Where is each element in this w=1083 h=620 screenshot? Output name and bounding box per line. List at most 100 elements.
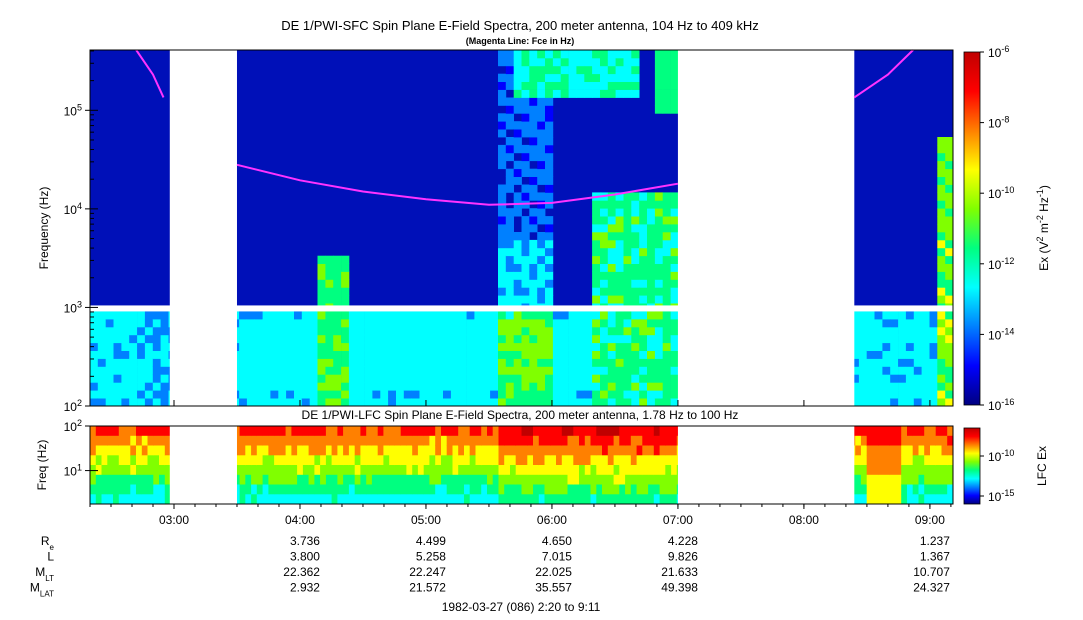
sfc-spectrogram-cell xyxy=(521,342,530,351)
lfc-spectrogram-cell xyxy=(538,426,545,437)
sfc-spectrogram-cell xyxy=(144,374,154,383)
lfc-spectrogram-cell xyxy=(354,474,361,485)
lfc-spectrogram-cell xyxy=(343,435,350,446)
sfc-spectrogram-cell xyxy=(435,326,444,336)
lfc-spectrogram-cell xyxy=(412,494,419,505)
lfc-spectrogram-cell xyxy=(101,484,108,495)
sfc-spectrogram-cell xyxy=(576,311,585,320)
sfc-spectrogram-cell xyxy=(270,398,279,407)
sfc-spectrogram-cell xyxy=(615,50,624,59)
lfc-spectrogram-cell xyxy=(619,474,626,485)
sfc-spectrogram-cell xyxy=(662,374,671,383)
sfc-spectrogram-cell xyxy=(607,287,616,296)
sfc-spectrogram-cell xyxy=(890,319,899,328)
lfc-spectrogram-cell xyxy=(636,426,643,437)
sfc-spectrogram-cell xyxy=(851,342,860,351)
sfc-spectrogram-cell xyxy=(623,279,632,288)
lfc-spectrogram-cell xyxy=(124,455,131,466)
sfc-spectrogram-cell xyxy=(403,390,412,399)
lfc-spectrogram-cell xyxy=(642,494,649,505)
lfc-spectrogram-cell xyxy=(941,494,948,505)
lfc-spectrogram-cell xyxy=(297,455,304,466)
sfc-spectrogram-cell xyxy=(670,105,679,114)
sfc-spectrogram-cell xyxy=(325,311,334,320)
sfc-spectrogram-cell xyxy=(545,73,554,82)
sfc-spectrogram-cell xyxy=(160,334,169,344)
lfc-spectrogram-cell xyxy=(394,494,402,505)
sfc-spectrogram-cell xyxy=(607,239,616,249)
sfc-spectrogram-cell xyxy=(937,184,946,193)
lfc-spectrogram-cell xyxy=(924,474,931,485)
sfc-spectrogram-cell xyxy=(270,342,279,351)
sfc-spectrogram-cell xyxy=(592,350,601,359)
sfc-spectrogram-cell xyxy=(474,311,483,320)
lfc-spectrogram-cell xyxy=(256,445,263,456)
sfc-spectrogram-cell xyxy=(537,295,546,304)
sfc-spectrogram-cell xyxy=(490,382,499,391)
sfc-spectrogram-cell xyxy=(654,271,664,280)
sfc-spectrogram-cell xyxy=(670,366,679,375)
sfc-spectrogram-cell xyxy=(945,311,954,320)
sfc-spectrogram-cell xyxy=(615,279,624,288)
sfc-spectrogram-cell xyxy=(97,366,106,375)
lfc-spectrogram-cell xyxy=(866,426,873,437)
lfc-spectrogram-cell xyxy=(118,465,125,476)
sfc-spectrogram-cell xyxy=(858,374,868,383)
sfc-spectrogram-cell xyxy=(545,216,554,225)
sfc-spectrogram-cell xyxy=(929,311,938,320)
sfc-spectrogram-cell xyxy=(584,342,593,351)
sfc-spectrogram-cell xyxy=(317,358,326,367)
sfc-spectrogram-cell xyxy=(137,382,146,391)
sfc-spectrogram-cell xyxy=(97,326,106,336)
lfc-spectrogram-cell xyxy=(325,445,333,456)
lfc-spectrogram-cell xyxy=(895,474,902,485)
sfc-spectrogram-cell xyxy=(372,358,381,367)
sfc-spectrogram-cell xyxy=(552,50,562,59)
lfc-spectrogram-cell xyxy=(107,474,114,485)
sfc-spectrogram-cell xyxy=(537,326,546,336)
sfc-spectrogram-cell xyxy=(388,350,397,359)
sfc-spectrogram-cell xyxy=(356,366,365,375)
sfc-spectrogram-cell xyxy=(631,89,640,98)
sfc-spectrogram-cell xyxy=(552,358,562,367)
lfc-spectrogram-cell xyxy=(90,426,97,437)
sfc-spectrogram-cell xyxy=(341,263,350,272)
sfc-spectrogram-cell xyxy=(937,287,946,296)
lfc-spectrogram-cell xyxy=(590,435,597,446)
sfc-spectrogram-cell xyxy=(490,390,499,399)
sfc-spectrogram-cell xyxy=(537,200,546,209)
sfc-spectrogram-cell xyxy=(458,334,467,344)
lfc-spectrogram-cell xyxy=(935,455,942,466)
sfc-spectrogram-cell xyxy=(913,311,922,320)
sfc-spectrogram-cell xyxy=(419,311,428,320)
lfc-spectrogram-cell xyxy=(567,465,574,476)
ephemeris-value: 10.707 xyxy=(913,565,950,579)
lfc-spectrogram-cell xyxy=(331,435,338,446)
lfc-spectrogram-cell xyxy=(331,484,338,495)
lfc-spectrogram-cell xyxy=(337,426,344,437)
sfc-spectrogram-cell xyxy=(921,366,930,375)
lfc-spectrogram-cell xyxy=(561,494,568,505)
lfc-spectrogram-cell xyxy=(659,465,666,476)
sfc-spectrogram-cell xyxy=(113,319,122,328)
sfc-spectrogram-cell xyxy=(246,342,256,351)
lfc-spectrogram-cell xyxy=(579,445,586,456)
sfc-spectrogram-cell xyxy=(945,239,954,249)
lfc-spectrogram-cell xyxy=(124,445,131,456)
ephemeris-value: 9.826 xyxy=(668,550,698,564)
lfc-spectrogram-cell xyxy=(308,455,315,466)
sfc-spectrogram-cell xyxy=(623,247,632,257)
sfc-spectrogram-cell xyxy=(427,334,436,344)
sfc-spectrogram-cell xyxy=(513,89,522,98)
lfc-spectrogram-cell xyxy=(389,435,396,446)
sfc-spectrogram-cell xyxy=(560,334,569,344)
lfc-spectrogram-cell xyxy=(469,426,476,437)
sfc-spectrogram-cell xyxy=(545,89,554,98)
sfc-spectrogram-cell xyxy=(890,374,899,383)
sfc-spectrogram-cell xyxy=(443,366,452,375)
lfc-spectrogram-cell xyxy=(325,474,333,485)
sfc-spectrogram-cell xyxy=(396,374,405,383)
sfc-spectrogram-cell xyxy=(333,334,342,344)
sfc-spectrogram-cell xyxy=(874,398,883,407)
sfc-spectrogram-cell xyxy=(568,358,577,367)
